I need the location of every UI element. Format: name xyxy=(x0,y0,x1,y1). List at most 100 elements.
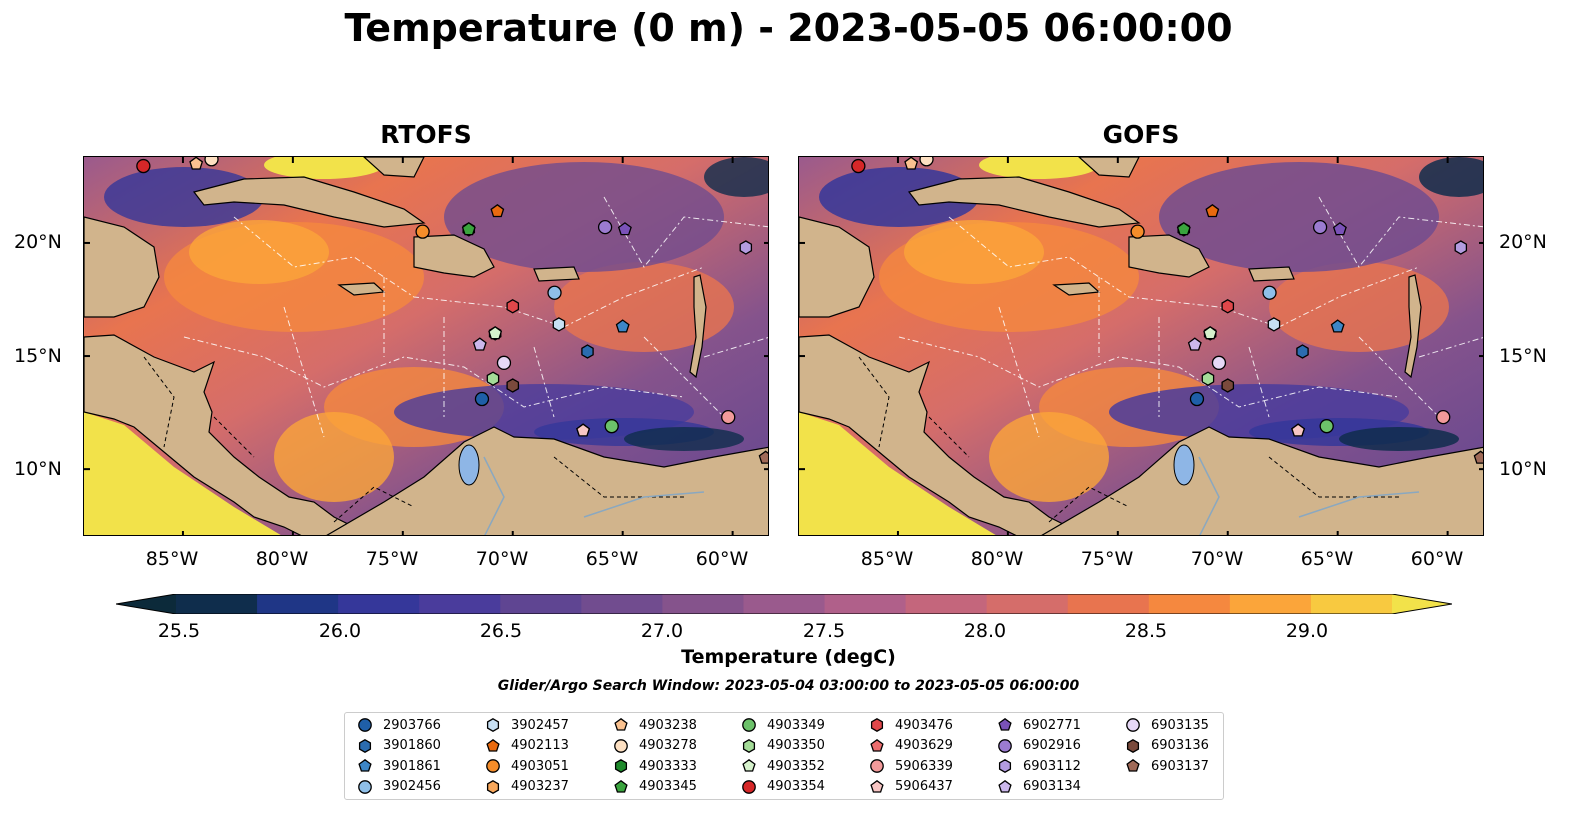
legend-entry: 4903354 xyxy=(741,777,825,797)
legend-marker-hexagon[interactable] xyxy=(742,738,756,753)
map-panel-rtofs[interactable] xyxy=(83,156,769,536)
lon-tick-label: 65°W xyxy=(1300,548,1354,570)
float-marker-4903345[interactable] xyxy=(1176,222,1191,236)
float-marker-4903352[interactable] xyxy=(488,326,503,340)
float-marker-4903349[interactable] xyxy=(1319,419,1334,434)
float-marker-6903134[interactable] xyxy=(1187,337,1202,351)
float-marker-4903278[interactable] xyxy=(204,157,219,167)
legend-marker-pentagon[interactable] xyxy=(998,717,1012,731)
float-marker-3902457[interactable] xyxy=(552,317,566,332)
float-marker-6903137[interactable] xyxy=(1473,450,1484,464)
map-panel-gofs[interactable] xyxy=(798,156,1484,536)
legend-marker-circle[interactable] xyxy=(742,779,756,794)
float-marker-4903051[interactable] xyxy=(415,224,430,239)
float-marker-6903135[interactable] xyxy=(496,355,512,370)
float-marker-6903112[interactable] xyxy=(1454,240,1468,255)
legend-marker-hexagon[interactable] xyxy=(1126,738,1140,753)
float-marker-4903350[interactable] xyxy=(1201,371,1215,386)
float-marker-6903136[interactable] xyxy=(1221,378,1235,393)
legend-marker-hexagon[interactable] xyxy=(998,759,1012,773)
legend-marker-hexagon[interactable] xyxy=(614,759,628,773)
float-marker-4903349[interactable] xyxy=(604,419,619,434)
float-marker-2903766[interactable] xyxy=(1189,391,1205,407)
float-marker-5906339[interactable] xyxy=(721,409,736,425)
warm-water-patch xyxy=(1269,262,1449,352)
float-marker-4903476[interactable] xyxy=(1221,299,1235,314)
float-marker-3901860[interactable] xyxy=(1296,344,1309,359)
legend-entry: 6903136 xyxy=(1125,736,1209,756)
country-border xyxy=(858,356,890,448)
legend-entry: 4902113 xyxy=(485,736,569,756)
cool-water-patch xyxy=(444,162,724,272)
legend-marker-circle[interactable] xyxy=(614,738,628,753)
legend-entry: 6903137 xyxy=(1125,756,1209,776)
float-marker-3901861[interactable] xyxy=(1330,319,1345,333)
float-marker-6903112[interactable] xyxy=(739,240,753,255)
float-marker-3902457[interactable] xyxy=(1267,317,1281,332)
float-marker-4903476[interactable] xyxy=(506,299,520,314)
float-marker-4903354[interactable] xyxy=(851,158,866,174)
legend-marker-pentagon[interactable] xyxy=(870,738,884,752)
float-marker-6902916[interactable] xyxy=(1312,219,1328,235)
float-marker-6903134[interactable] xyxy=(472,337,487,351)
float-marker-4903350[interactable] xyxy=(486,371,500,386)
float-marker-6902771[interactable] xyxy=(1332,222,1347,236)
float-marker-4903354[interactable] xyxy=(136,158,151,174)
float-marker-3902456[interactable] xyxy=(1262,285,1277,300)
float-marker-6903136[interactable] xyxy=(506,378,520,393)
colorbar-segment xyxy=(500,594,582,614)
float-marker-4903051[interactable] xyxy=(1130,224,1145,239)
colorbar-tick-label: 26.5 xyxy=(479,620,523,642)
float-marker-6902916[interactable] xyxy=(597,219,613,235)
legend-marker-pentagon[interactable] xyxy=(358,758,372,772)
bahamas-land xyxy=(1078,157,1140,178)
legend-label: 3901861 xyxy=(383,758,441,774)
float-marker-5906437[interactable] xyxy=(1291,423,1306,437)
legend-marker-circle[interactable] xyxy=(358,718,372,732)
legend-marker-circle[interactable] xyxy=(870,759,884,773)
colorbar-segment xyxy=(824,594,907,614)
legend-entry: 3902457 xyxy=(485,715,569,735)
cool-water-patch xyxy=(104,167,264,227)
colorbar-tick-label: 25.5 xyxy=(157,620,201,642)
legend-marker-pentagon[interactable] xyxy=(742,758,756,772)
float-marker-3902456[interactable] xyxy=(547,285,562,300)
float-marker-2903766[interactable] xyxy=(474,391,490,407)
float-marker-3901860[interactable] xyxy=(581,344,594,359)
legend-marker-pentagon[interactable] xyxy=(486,738,500,752)
legend-marker-circle[interactable] xyxy=(1126,718,1140,732)
legend-marker-circle[interactable] xyxy=(742,718,756,732)
legend-marker-hexagon[interactable] xyxy=(486,779,500,794)
lat-tick-label-left: 15°N xyxy=(14,345,62,367)
panel-title-gofs: GOFS xyxy=(1102,120,1180,149)
float-marker-4903352[interactable] xyxy=(1203,326,1218,340)
legend-entry: 4903238 xyxy=(613,715,697,735)
legend-marker-pentagon[interactable] xyxy=(1126,758,1140,772)
float-marker-4903278[interactable] xyxy=(919,157,934,167)
legend-marker-hexagon[interactable] xyxy=(358,738,372,753)
float-marker-4903345[interactable] xyxy=(461,222,476,236)
legend-marker-hexagon[interactable] xyxy=(870,718,884,732)
float-marker-4903238[interactable] xyxy=(904,157,919,170)
legend-marker-circle[interactable] xyxy=(998,738,1012,753)
float-marker-6903137[interactable] xyxy=(758,450,769,464)
float-marker-3901861[interactable] xyxy=(615,319,630,333)
float-marker-6903135[interactable] xyxy=(1211,355,1227,370)
float-marker-6902771[interactable] xyxy=(617,222,632,236)
legend-marker-pentagon[interactable] xyxy=(614,717,628,731)
float-marker-5906437[interactable] xyxy=(576,423,591,437)
float-marker-4903238[interactable] xyxy=(189,157,204,170)
legend-entry: 4903350 xyxy=(741,736,825,756)
warm-water-patch xyxy=(554,262,734,352)
float-marker-5906339[interactable] xyxy=(1436,409,1451,425)
legend-marker-circle[interactable] xyxy=(486,759,500,773)
legend-marker-pentagon[interactable] xyxy=(998,779,1012,793)
legend-marker-hexagon[interactable] xyxy=(486,718,500,732)
legend-marker-pentagon[interactable] xyxy=(614,779,628,793)
legend-marker-circle[interactable] xyxy=(358,779,372,794)
south-america-land xyxy=(1041,426,1483,535)
float-marker-4902113[interactable] xyxy=(1205,203,1220,218)
float-marker-4902113[interactable] xyxy=(490,203,505,218)
legend-marker-pentagon[interactable] xyxy=(870,779,884,793)
lon-tick-label: 75°W xyxy=(365,548,419,570)
